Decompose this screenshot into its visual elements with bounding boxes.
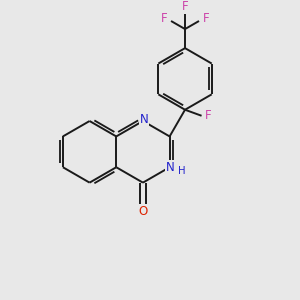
Text: H: H	[178, 166, 186, 176]
Text: N: N	[166, 161, 175, 174]
Text: F: F	[205, 109, 211, 122]
Text: F: F	[203, 12, 210, 25]
Text: F: F	[160, 12, 167, 25]
Text: N: N	[140, 113, 149, 126]
Text: O: O	[138, 205, 148, 218]
Text: F: F	[182, 0, 188, 13]
